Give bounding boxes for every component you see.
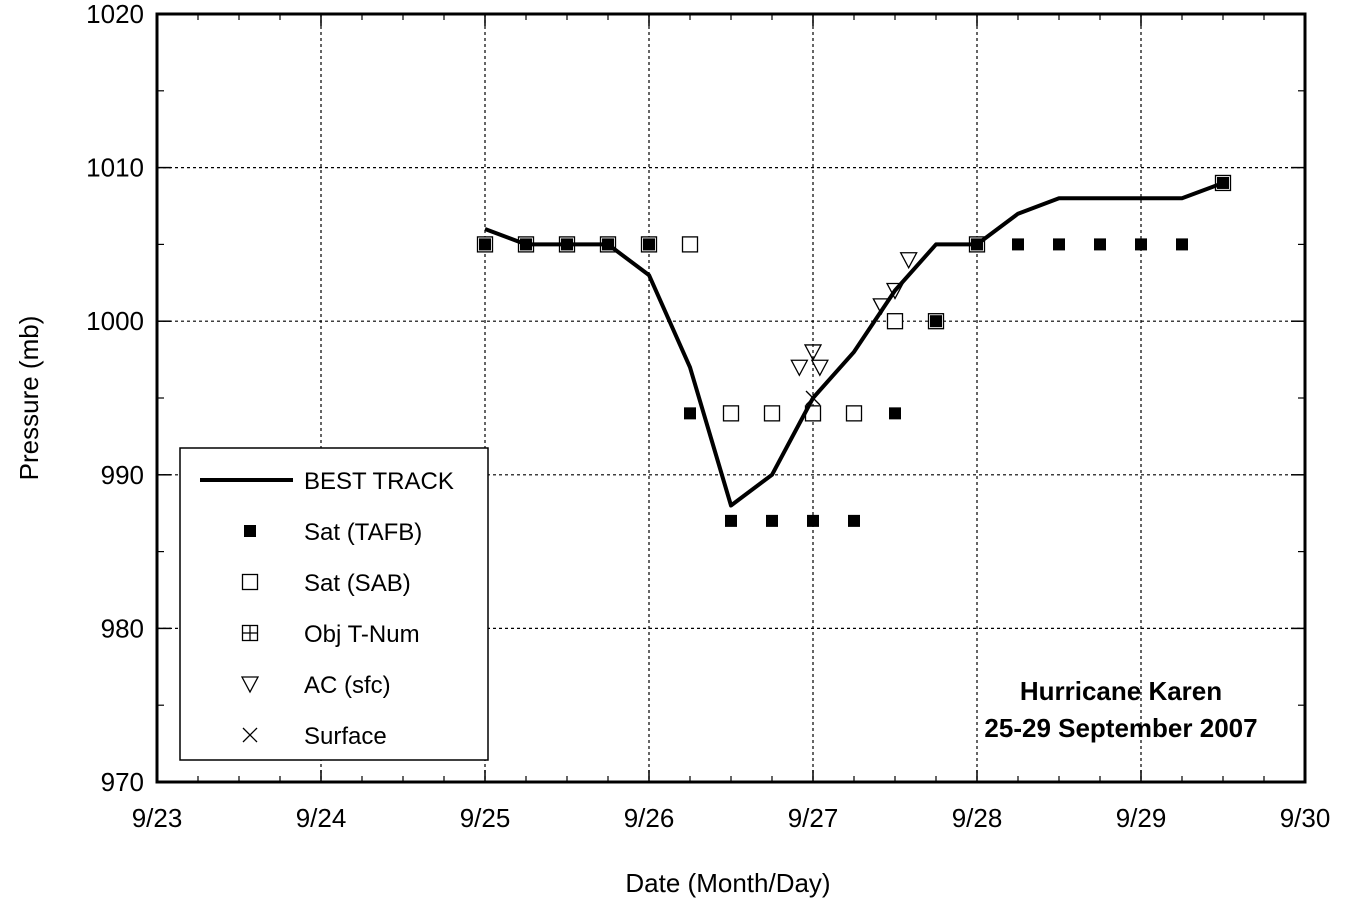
y-tick-label: 970 xyxy=(101,767,144,797)
legend-entry: Sat (TAFB) xyxy=(244,519,422,546)
y-tick-label: 1020 xyxy=(86,0,144,29)
legend-open-triangle-down-swatch xyxy=(240,676,260,694)
filled-square-marker xyxy=(1012,238,1024,251)
y-tick-label: 980 xyxy=(101,613,144,643)
open-triangle-down-marker xyxy=(885,282,905,300)
filled-square-marker xyxy=(889,407,901,420)
y-tick-label: 1010 xyxy=(86,153,144,183)
plot-frame xyxy=(155,12,1307,784)
filled-square-marker xyxy=(1176,238,1188,251)
filled-square-marker xyxy=(684,407,696,420)
x-tick-label: 9/30 xyxy=(1280,803,1331,833)
y-tick-label: 990 xyxy=(101,460,144,490)
legend-entry: Sat (SAB) xyxy=(241,570,411,597)
open-square-marker xyxy=(845,405,863,422)
legend-box xyxy=(179,447,489,761)
legend-label: Sat (TAFB) xyxy=(304,519,422,546)
filled-square-marker xyxy=(930,315,942,328)
x-tick-label: 9/27 xyxy=(788,803,839,833)
filled-square-marker xyxy=(848,514,860,527)
legend-entry: Obj T-Num xyxy=(241,621,420,648)
legend-label: Sat (SAB) xyxy=(304,570,411,597)
legend-crossed-square-swatch xyxy=(241,624,259,642)
best-track-line xyxy=(484,181,1224,508)
chart-title: Hurricane Karen xyxy=(1020,676,1222,706)
filled-square-marker xyxy=(479,238,491,251)
legend-open-square-swatch xyxy=(241,573,259,591)
filled-square-marker xyxy=(1135,238,1147,251)
x-tick-label: 9/23 xyxy=(132,803,183,833)
y-tick-label: 1000 xyxy=(86,306,144,336)
y-tick-labels: 970 980 990 1000 1010 1020 xyxy=(86,0,144,797)
open-triangle-down-marker xyxy=(810,359,829,377)
legend-label: AC (sfc) xyxy=(304,672,391,699)
y-axis-label: Pressure (mb) xyxy=(14,316,44,481)
legend-x-swatch xyxy=(242,727,258,743)
x-tick-label: 9/29 xyxy=(1116,803,1167,833)
open-triangle-down-marker xyxy=(872,298,891,316)
x-tick-label: 9/25 xyxy=(460,803,511,833)
legend-entry: Surface xyxy=(242,723,387,750)
open-square-marker xyxy=(722,405,740,422)
x-tick-label: 9/26 xyxy=(624,803,675,833)
open-triangle-down-marker xyxy=(790,359,809,377)
open-square-marker xyxy=(886,313,904,330)
chart-subtitle: 25-29 September 2007 xyxy=(984,713,1257,743)
legend-entry: AC (sfc) xyxy=(240,672,391,699)
x-tick-label: 9/28 xyxy=(952,803,1003,833)
x-axis-label: Date (Month/Day) xyxy=(625,868,830,898)
filled-square-marker xyxy=(766,514,778,527)
filled-square-marker xyxy=(807,514,819,527)
legend-filled-square-swatch xyxy=(244,525,256,537)
x-tick-label: 9/24 xyxy=(296,803,347,833)
legend-label: Surface xyxy=(304,723,387,750)
open-triangle-down-marker xyxy=(899,252,918,270)
filled-square-marker xyxy=(1094,238,1106,251)
open-triangle-down-marker xyxy=(803,344,823,362)
x-marker xyxy=(805,390,821,406)
open-square-marker xyxy=(763,405,781,422)
legend-entry: BEST TRACK xyxy=(200,468,454,495)
chart-annotation: Hurricane Karen 25-29 September 2007 xyxy=(984,676,1257,743)
open-square-marker xyxy=(681,236,699,253)
data-series xyxy=(476,174,1232,527)
legend-label: BEST TRACK xyxy=(304,468,454,495)
filled-square-marker xyxy=(643,238,655,251)
legend: BEST TRACK Sat (TAFB) Sat (SAB) Obj T-Num AC… xyxy=(179,447,489,761)
filled-square-marker xyxy=(1053,238,1065,251)
filled-square-marker xyxy=(725,514,737,527)
legend-label: Obj T-Num xyxy=(304,621,420,648)
x-tick-labels: 9/23 9/24 9/25 9/26 9/27 9/28 9/29 9/30 xyxy=(132,803,1331,833)
